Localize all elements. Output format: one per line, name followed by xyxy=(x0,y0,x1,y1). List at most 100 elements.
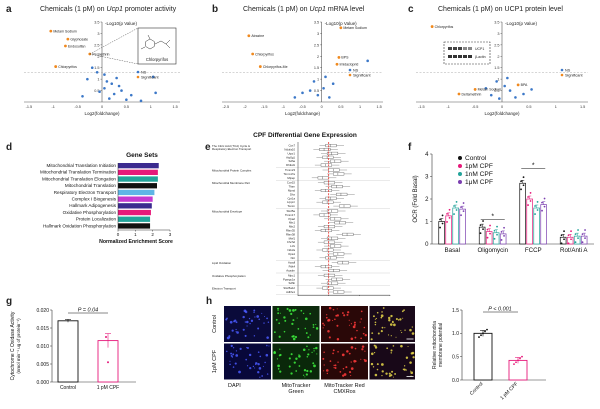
volcano-plot-a: 0.5 1 1.5 2 2.5 3 3.5 -1.5 -1 -0.5 0 0.5 1 1.5 -Log10(… xyxy=(24,21,180,116)
significant-point xyxy=(335,62,339,66)
significant-point xyxy=(251,52,255,56)
fluorescence-spot xyxy=(265,353,269,357)
box xyxy=(320,229,332,232)
blot-band-ucp1 xyxy=(463,47,467,50)
ns-point xyxy=(108,97,111,100)
ocr-bar xyxy=(478,226,486,245)
fluorescence-spot xyxy=(257,327,260,330)
y-tick-label: 0.010 xyxy=(36,344,49,350)
panel-label-c: c xyxy=(408,4,414,15)
x-tick-label: -1.5 xyxy=(261,105,268,109)
fluorescence-spot xyxy=(387,334,390,336)
fluorescence-spot xyxy=(290,353,293,356)
fluorescence-spot xyxy=(360,318,362,320)
fluorescence-spot xyxy=(336,308,338,310)
x-tick-label: 0 xyxy=(117,232,120,237)
fluorescence-spot xyxy=(327,318,331,322)
box xyxy=(322,286,334,290)
fluorescence-spot xyxy=(290,372,293,375)
fluorescence-spot xyxy=(354,336,357,339)
inset-label-actin: β-actin xyxy=(475,55,486,59)
legend-sig-label: Significant xyxy=(565,73,583,77)
fluorescence-spot xyxy=(405,356,409,359)
panel-label-e: e xyxy=(205,142,211,153)
fluorescence-spot xyxy=(322,322,324,325)
nes-bar xyxy=(118,163,159,169)
box xyxy=(325,196,337,200)
ns-point xyxy=(115,76,118,80)
fluorescence-spot xyxy=(239,347,242,350)
inset-structure-box xyxy=(137,27,177,65)
ns-point xyxy=(103,73,106,76)
fluorescence-spot xyxy=(298,355,301,358)
bond xyxy=(140,46,146,50)
fluorescence-spot xyxy=(257,362,260,366)
fluorescence-spot xyxy=(304,317,308,321)
fluorescence-spot xyxy=(360,310,363,313)
fluorescence-spot xyxy=(360,358,362,360)
data-point xyxy=(462,202,465,204)
data-point xyxy=(567,242,570,245)
data-point xyxy=(541,209,543,212)
ns-point xyxy=(498,97,501,100)
gene-label: Ndufa10 xyxy=(284,148,295,152)
significant-point xyxy=(64,44,67,48)
gene-set-label: Mitochondrial Translation Termination xyxy=(40,170,116,175)
fluorescence-spot xyxy=(229,360,231,362)
fluorescence-spot xyxy=(392,345,395,347)
blot-band-ucp1 xyxy=(468,47,472,50)
fluorescence-spot xyxy=(277,307,280,310)
data-point xyxy=(577,229,579,231)
y-tick-label: 4 xyxy=(425,152,429,158)
y-tick-label: 0.5 xyxy=(452,354,459,360)
ns-point xyxy=(522,92,525,96)
data-point xyxy=(446,221,448,223)
blot-band-actin xyxy=(448,55,452,58)
legend-sig-label: Significant xyxy=(353,73,371,77)
fluorescence-spot xyxy=(394,373,396,375)
fluorescence-spot xyxy=(404,329,406,331)
ns-point xyxy=(105,80,109,83)
legend-label: 1nM CPF xyxy=(465,171,493,178)
fluorescence-spot xyxy=(375,317,377,320)
fluorescence-spot xyxy=(306,369,309,373)
x-tick-label: 1 xyxy=(359,105,361,109)
fluorescence-spot xyxy=(297,328,300,330)
data-point xyxy=(455,201,458,203)
fluorescence-spot xyxy=(322,357,325,360)
y-tick-label: 2 xyxy=(317,55,319,59)
data-point xyxy=(460,214,462,217)
y-tick-label: 0 xyxy=(425,242,429,248)
data-point xyxy=(521,355,523,358)
fluorescence-spot xyxy=(264,361,266,364)
bond xyxy=(154,40,162,45)
fluorescence-spot xyxy=(407,345,409,348)
fluorescence-spot xyxy=(411,332,415,335)
nes-bar xyxy=(118,223,151,229)
data-point xyxy=(513,363,515,366)
y-axis-label: -Log10(p Value) xyxy=(325,21,357,26)
data-point xyxy=(107,361,109,364)
chlorpyrifos-structure xyxy=(140,34,171,50)
fluorescence-spot xyxy=(380,316,383,319)
gene-set-label: Hallmark Oxidation Phosphorylation xyxy=(43,223,116,228)
fluorescence-spot xyxy=(236,331,239,334)
fluorescence-spot xyxy=(266,344,268,347)
ns-point xyxy=(312,80,316,83)
fluorescence-spot xyxy=(392,376,394,378)
fluorescence-spot xyxy=(343,353,345,355)
category-label: Basal xyxy=(445,247,460,254)
fluorescence-spot xyxy=(246,325,248,327)
fluorescence-spot xyxy=(329,360,332,363)
fluorescence-spot xyxy=(381,374,383,377)
fluorescence-spot xyxy=(335,314,338,317)
fluorescence-spot xyxy=(341,312,344,314)
ns-point xyxy=(301,91,304,95)
fluorescence-spot xyxy=(253,335,256,337)
point-label: Deltamethrin xyxy=(462,92,482,96)
fluorescence-spot xyxy=(370,338,373,341)
fluorescence-spot xyxy=(332,319,334,322)
panel-label-g: g xyxy=(6,296,13,307)
fluorescence-spot xyxy=(242,328,245,331)
fluorescence-spot xyxy=(354,347,357,350)
